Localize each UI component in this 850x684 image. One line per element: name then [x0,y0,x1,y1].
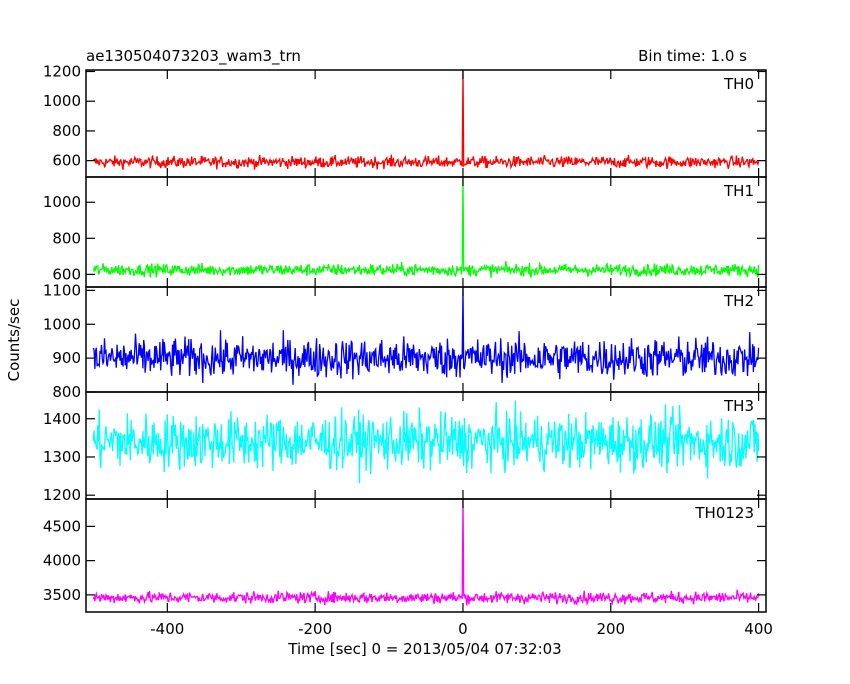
series-th0-line [92,70,760,171]
x-tick-label: -200 [298,620,332,638]
x-tick-label: -400 [150,620,184,638]
series-th0123-line [92,499,760,607]
y-tick-label: 1200 [43,62,81,80]
bin-time-label: Bin time: 1.0 s [638,47,747,65]
panel-th3: 1200 1300 1400 TH3 [43,391,767,504]
panel-th0123: 3500 4000 4500 TH0123 [43,498,767,613]
panels-group: 600 800 1000 1200 TH0 600 800 1000 TH1 800 900 1000… [43,62,773,638]
y-tick-label: 3500 [43,586,81,604]
x-axis-label: Time [sec] 0 = 2013/05/04 07:32:03 [287,640,561,658]
y-axis-label: Counts/sec [5,299,23,382]
y-tick-label: 900 [52,349,81,367]
panel-th0: 600 800 1000 1200 TH0 [43,62,767,178]
y-tick-label: 1200 [43,486,81,504]
y-tick-label: 1300 [43,448,81,466]
y-tick-label: 4000 [43,552,81,570]
panel-th2: 800 900 1000 1100 TH2 [43,281,767,401]
panel-frame [85,286,767,393]
series-th2-line [92,287,760,385]
y-tick-label: 1000 [43,92,81,110]
y-tick-label: 1000 [43,315,81,333]
panel-label-th0: TH0 [723,75,754,93]
y-tick-label: 4500 [43,517,81,535]
series-th1-line [92,177,760,279]
series-th3-line [92,400,760,484]
panel-label-th2: TH2 [723,292,754,310]
x-tick-label: 0 [458,620,468,638]
panel-label-th3: TH3 [723,397,754,415]
y-tick-label: 800 [52,229,81,247]
panel-label-th1: TH1 [723,182,754,200]
y-tick-label: 1400 [43,410,81,428]
y-tick-label: 600 [52,265,81,283]
panel-label-th0123: TH0123 [694,504,754,522]
y-tick-label: 800 [52,383,81,401]
panel-th1: 600 800 1000 TH1 [43,176,767,288]
y-tick-label: 600 [52,152,81,170]
x-tick-label: 200 [596,620,625,638]
chart-title: ae130504073203_wam3_trn [86,47,301,66]
y-tick-label: 800 [52,122,81,140]
x-tick-label: 400 [744,620,773,638]
y-tick-label: 1000 [43,193,81,211]
y-tick-label: 1100 [43,281,81,299]
panel-frame [85,498,767,613]
